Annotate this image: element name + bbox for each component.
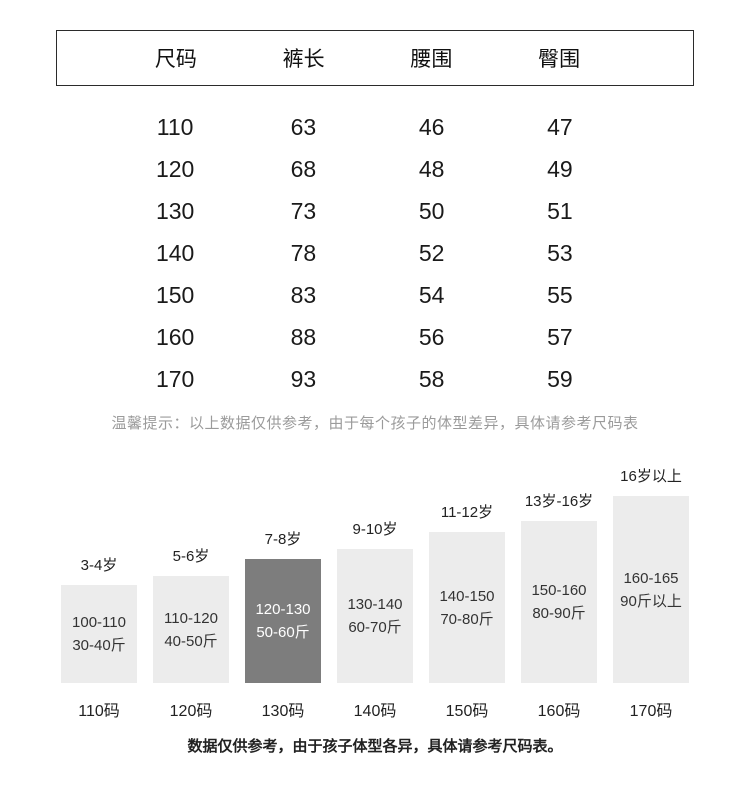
age-range-label: 5-6岁 bbox=[172, 548, 210, 565]
pants-length-value: 88 bbox=[290, 323, 317, 350]
hip-value: 59 bbox=[547, 365, 573, 392]
size-bar-120: 5-6岁 110-120 40-50斤 120码 bbox=[153, 545, 229, 720]
weight-range: 90斤以上 bbox=[620, 592, 682, 610]
weight-range: 60-70斤 bbox=[348, 619, 402, 636]
hip-value: 57 bbox=[547, 323, 573, 350]
bar: 150-160 80-90斤 bbox=[521, 521, 597, 683]
waist-value: 56 bbox=[418, 323, 445, 350]
size-code-label: 150码 bbox=[445, 703, 489, 720]
table-row: 140 78 52 53 bbox=[56, 232, 694, 274]
table-row: 160 88 56 57 bbox=[56, 316, 694, 358]
height-range: 120-130 bbox=[255, 601, 311, 618]
age-range-label: 7-8岁 bbox=[264, 531, 302, 548]
pants-length-value: 78 bbox=[290, 239, 317, 266]
size-table-header-row: 尺码 裤长 腰围 臀围 bbox=[57, 43, 693, 73]
size-bar-140: 9-10岁 130-140 60-70斤 140码 bbox=[337, 518, 413, 720]
pants-length-value: 93 bbox=[290, 365, 317, 392]
height-range: 160-165 bbox=[623, 569, 679, 587]
size-code-label: 160码 bbox=[537, 703, 581, 720]
weight-range: 30-40斤 bbox=[72, 637, 126, 654]
weight-range: 80-90斤 bbox=[532, 605, 586, 622]
table-row: 170 93 58 59 bbox=[56, 358, 694, 400]
height-range: 150-160 bbox=[531, 582, 587, 599]
size-table-body: 110 63 46 47 120 68 48 49 130 73 50 51 1… bbox=[56, 106, 694, 400]
waist-value: 50 bbox=[418, 197, 445, 224]
size-code-label: 110码 bbox=[78, 703, 120, 720]
waist-value: 58 bbox=[418, 365, 445, 392]
size-bar-160: 13岁-16岁 150-160 80-90斤 160码 bbox=[521, 490, 597, 720]
table-row: 130 73 50 51 bbox=[56, 190, 694, 232]
bar-highlighted: 120-130 50-60斤 bbox=[245, 559, 321, 683]
size-bar-130: 7-8岁 120-130 50-60斤 130码 bbox=[245, 528, 321, 720]
size-bar-170: 16岁以上 160-165 90斤以上 170码 bbox=[613, 465, 689, 720]
height-range: 100-110 bbox=[72, 614, 126, 631]
size-code-label: 130码 bbox=[261, 703, 305, 720]
waist-value: 48 bbox=[418, 155, 445, 182]
reference-note: 温馨提示：以上数据仅供参考，由于每个孩子的体型差异，具体请参考尺码表 bbox=[111, 415, 639, 432]
size-code-label: 120码 bbox=[169, 703, 213, 720]
size-value: 160 bbox=[155, 323, 195, 350]
size-value: 110 bbox=[156, 113, 194, 140]
size-code-label: 140码 bbox=[353, 703, 397, 720]
column-header-pants-length: 裤长 bbox=[282, 48, 325, 71]
table-row: 120 68 48 49 bbox=[56, 148, 694, 190]
hip-value: 47 bbox=[547, 113, 573, 140]
size-value: 150 bbox=[155, 281, 195, 308]
size-code-label: 170码 bbox=[629, 703, 673, 720]
size-bar-chart: 3-4岁 100-110 30-40斤 110码 5-6岁 110-120 40… bbox=[61, 465, 689, 720]
pants-length-value: 83 bbox=[290, 281, 317, 308]
column-header-waist: 腰围 bbox=[410, 48, 453, 71]
bar: 100-110 30-40斤 bbox=[61, 585, 137, 683]
waist-value: 52 bbox=[418, 239, 445, 266]
table-row: 150 83 54 55 bbox=[56, 274, 694, 316]
age-range-label: 16岁以上 bbox=[620, 468, 682, 485]
column-header-size: 尺码 bbox=[154, 48, 197, 71]
size-bar-110: 3-4岁 100-110 30-40斤 110码 bbox=[61, 554, 137, 720]
size-value: 120 bbox=[155, 155, 195, 182]
size-bar-150: 11-12岁 140-150 70-80斤 150码 bbox=[429, 501, 505, 720]
waist-value: 54 bbox=[418, 281, 445, 308]
height-range: 140-150 bbox=[439, 587, 495, 605]
waist-value: 46 bbox=[418, 113, 445, 140]
weight-range: 50-60斤 bbox=[256, 624, 310, 641]
age-range-label: 3-4岁 bbox=[80, 557, 118, 574]
hip-value: 55 bbox=[547, 281, 573, 308]
age-range-label: 13岁-16岁 bbox=[524, 493, 594, 510]
height-range: 130-140 bbox=[347, 596, 403, 613]
size-value: 170 bbox=[155, 365, 195, 392]
column-header-hip: 臀围 bbox=[538, 48, 581, 71]
pants-length-value: 73 bbox=[290, 197, 317, 224]
hip-value: 51 bbox=[547, 197, 573, 224]
bar: 130-140 60-70斤 bbox=[337, 549, 413, 683]
hip-value: 49 bbox=[547, 155, 573, 182]
pants-length-value: 68 bbox=[290, 155, 317, 182]
height-range: 110-120 bbox=[164, 609, 218, 627]
age-range-label: 9-10岁 bbox=[352, 521, 398, 538]
bar: 140-150 70-80斤 bbox=[429, 532, 505, 683]
size-table-header-box: 尺码 裤长 腰围 臀围 bbox=[56, 30, 694, 86]
pants-length-value: 63 bbox=[290, 113, 317, 140]
hip-value: 53 bbox=[547, 239, 573, 266]
chart-footer-note: 数据仅供参考，由于孩子体型各异，具体请参考尺码表。 bbox=[187, 738, 563, 755]
size-value: 130 bbox=[155, 197, 195, 224]
weight-range: 40-50斤 bbox=[164, 632, 218, 650]
weight-range: 70-80斤 bbox=[440, 610, 494, 628]
size-value: 140 bbox=[155, 239, 195, 266]
age-range-label: 11-12岁 bbox=[440, 504, 494, 521]
bar: 160-165 90斤以上 bbox=[613, 496, 689, 683]
table-row: 110 63 46 47 bbox=[56, 106, 694, 148]
bar: 110-120 40-50斤 bbox=[153, 576, 229, 683]
